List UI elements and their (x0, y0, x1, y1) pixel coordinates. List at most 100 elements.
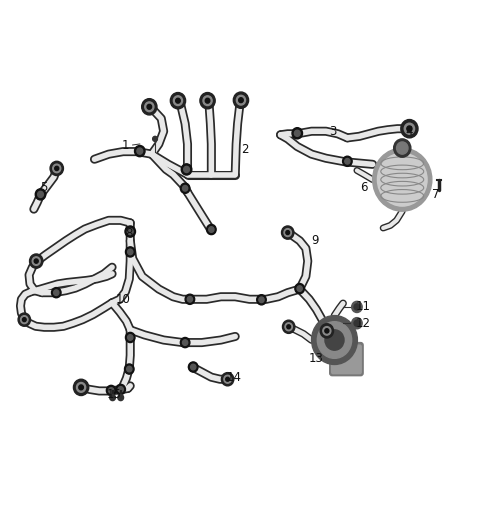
Circle shape (124, 364, 134, 374)
Circle shape (125, 247, 135, 257)
Circle shape (180, 337, 190, 348)
Circle shape (257, 295, 266, 305)
Circle shape (125, 226, 135, 237)
Circle shape (54, 290, 59, 295)
Circle shape (55, 166, 59, 170)
Circle shape (35, 189, 46, 200)
Circle shape (343, 156, 352, 166)
Circle shape (320, 324, 334, 338)
Circle shape (259, 297, 264, 303)
Circle shape (125, 332, 135, 343)
Circle shape (345, 159, 350, 164)
Circle shape (185, 294, 195, 304)
Circle shape (236, 95, 246, 105)
Circle shape (284, 228, 291, 237)
Circle shape (182, 340, 188, 346)
Circle shape (325, 330, 344, 350)
Circle shape (209, 227, 214, 232)
Circle shape (37, 191, 43, 198)
Circle shape (377, 153, 427, 206)
Circle shape (200, 93, 215, 109)
Circle shape (181, 164, 192, 175)
Circle shape (352, 302, 362, 312)
Circle shape (128, 335, 133, 340)
Circle shape (145, 102, 154, 112)
Circle shape (295, 284, 304, 294)
Text: 8: 8 (126, 227, 133, 240)
Circle shape (401, 119, 418, 138)
Circle shape (239, 98, 243, 102)
Circle shape (137, 148, 143, 154)
Circle shape (51, 288, 61, 298)
Circle shape (147, 104, 152, 109)
Text: 13: 13 (309, 352, 324, 366)
Circle shape (176, 98, 180, 103)
Circle shape (294, 130, 300, 136)
Circle shape (233, 92, 249, 109)
Text: 11: 11 (356, 301, 371, 313)
Circle shape (32, 257, 40, 265)
Circle shape (354, 304, 360, 310)
Circle shape (182, 185, 188, 191)
Text: 7: 7 (432, 188, 439, 201)
Circle shape (170, 93, 186, 109)
Circle shape (127, 228, 133, 234)
Circle shape (30, 254, 43, 268)
Circle shape (79, 385, 84, 390)
Circle shape (173, 96, 182, 105)
Text: 2: 2 (241, 142, 249, 156)
Circle shape (404, 123, 415, 134)
Circle shape (323, 327, 331, 335)
Circle shape (281, 226, 294, 239)
Circle shape (189, 362, 198, 372)
FancyBboxPatch shape (332, 345, 361, 374)
Circle shape (110, 395, 116, 400)
Text: 12: 12 (356, 317, 371, 330)
Circle shape (203, 96, 212, 105)
Text: 14: 14 (227, 371, 242, 383)
Circle shape (118, 387, 123, 392)
Circle shape (127, 366, 132, 372)
Circle shape (292, 127, 302, 139)
Circle shape (354, 320, 360, 326)
Circle shape (226, 377, 229, 381)
Circle shape (50, 161, 63, 176)
Circle shape (224, 375, 231, 383)
Circle shape (134, 145, 145, 157)
Circle shape (221, 373, 234, 386)
Circle shape (191, 364, 196, 370)
Circle shape (23, 317, 26, 322)
Circle shape (282, 320, 295, 333)
Text: 1: 1 (122, 139, 129, 152)
Text: 4: 4 (406, 125, 413, 138)
Circle shape (206, 224, 216, 234)
Circle shape (108, 388, 114, 393)
Circle shape (325, 329, 329, 333)
Circle shape (73, 379, 89, 396)
Circle shape (107, 386, 116, 396)
Circle shape (317, 322, 352, 358)
Circle shape (372, 148, 432, 211)
Text: 15: 15 (107, 388, 122, 401)
Circle shape (287, 325, 290, 329)
Circle shape (407, 126, 412, 132)
Text: 5: 5 (40, 181, 47, 194)
Circle shape (34, 259, 38, 263)
Circle shape (396, 142, 408, 154)
Circle shape (394, 139, 411, 157)
Circle shape (153, 136, 157, 141)
Circle shape (187, 296, 192, 302)
Circle shape (53, 164, 61, 173)
Circle shape (21, 316, 28, 324)
Circle shape (116, 385, 125, 395)
Circle shape (312, 315, 358, 365)
Circle shape (285, 323, 292, 331)
Circle shape (352, 317, 362, 329)
Circle shape (128, 249, 133, 255)
FancyBboxPatch shape (330, 343, 363, 376)
Circle shape (297, 286, 302, 291)
Text: 3: 3 (329, 125, 337, 138)
Circle shape (76, 382, 85, 392)
Circle shape (118, 395, 123, 400)
Circle shape (184, 166, 190, 173)
